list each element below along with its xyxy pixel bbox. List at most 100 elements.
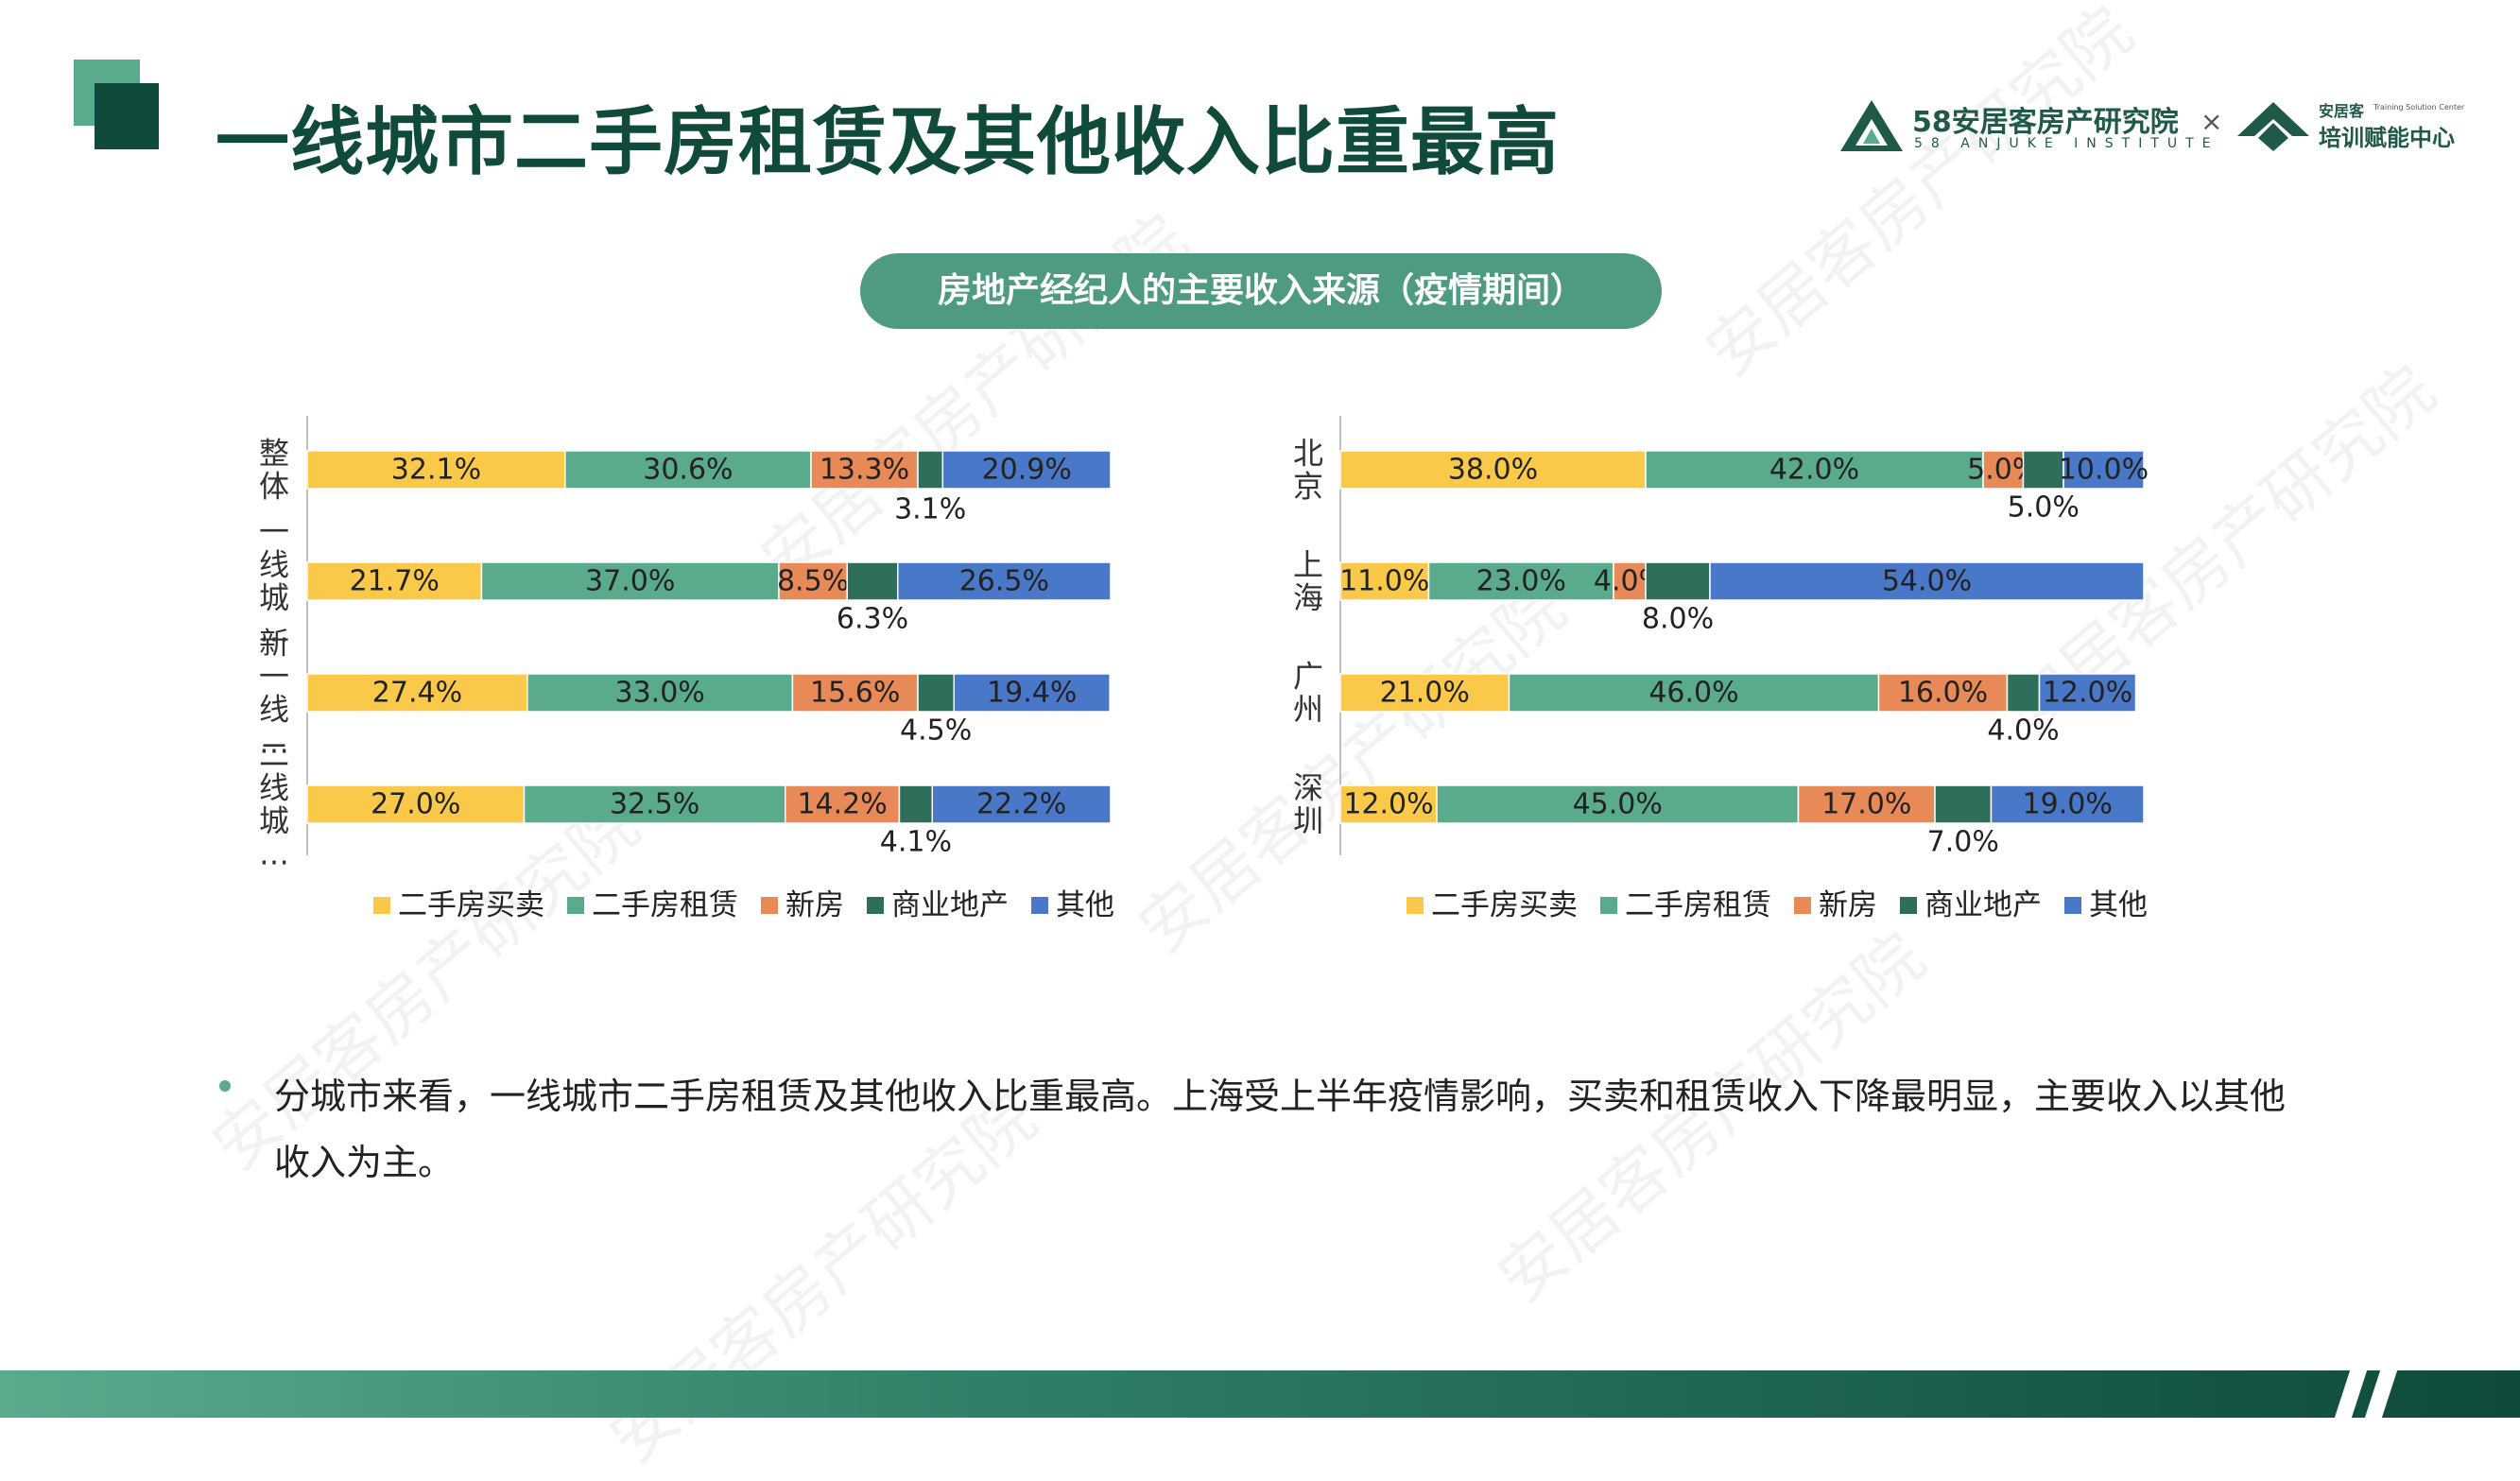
data-label: 33.0% xyxy=(614,677,704,710)
bar-segment xyxy=(564,450,812,490)
data-label: 15.6% xyxy=(810,677,900,710)
data-label: 21.7% xyxy=(350,565,440,598)
bullet-icon xyxy=(219,1080,231,1092)
legend-label: 二手房租赁 xyxy=(592,888,738,922)
data-label: 37.0% xyxy=(585,565,675,598)
legend-label: 新房 xyxy=(785,888,844,922)
legend-label: 二手房租赁 xyxy=(1625,888,1771,922)
bar-segment xyxy=(1645,450,1984,490)
data-label: 32.5% xyxy=(610,788,699,821)
bar-segment xyxy=(898,784,934,824)
bar-segment xyxy=(917,673,955,713)
legend-label: 商业地产 xyxy=(891,888,1009,922)
bar-segment xyxy=(810,450,919,490)
data-label: 45.0% xyxy=(1573,788,1663,821)
data-label: 26.5% xyxy=(959,565,1049,598)
anjuke-triangle-logo-icon xyxy=(1840,100,1903,151)
data-label: 6.3% xyxy=(837,603,908,636)
data-label: 4.1% xyxy=(880,826,952,859)
data-label: 23.0% xyxy=(1476,565,1566,598)
data-label: 11.0% xyxy=(1339,565,1429,598)
data-label: 27.0% xyxy=(371,788,460,821)
data-label: 4.0% xyxy=(1987,715,2059,748)
legend-label: 新房 xyxy=(1819,888,1877,922)
data-label: 10.0% xyxy=(2059,454,2149,487)
bar-segment xyxy=(2063,450,2145,490)
data-label: 27.4% xyxy=(372,677,462,710)
page-title: 一线城市二手房租赁及其他收入比重最高 xyxy=(216,100,1561,185)
brand-cross: × xyxy=(2201,106,2223,137)
bar-segment xyxy=(846,561,899,601)
data-label: 46.0% xyxy=(1648,677,1738,710)
legend-swatch xyxy=(1031,897,1048,914)
brand-institute-en: 58 ANJUKE INSTITUTE xyxy=(1914,136,2219,151)
bar-segment xyxy=(1436,784,1800,824)
bar-segment xyxy=(931,784,1112,824)
legend-label: 二手房买卖 xyxy=(398,888,544,922)
brand-institute-name: 58安居客房产研究院 xyxy=(1912,106,2179,139)
bar-segment xyxy=(2006,673,2041,713)
bar-segment xyxy=(306,561,483,601)
bar-segment xyxy=(1709,561,2145,601)
category-label: 广州 xyxy=(1293,659,1323,728)
stacked-bar-charts: 整体 32.1% 30.6% 13.3% 3.1% 20.9% 一线城… 21.7% 37.0%… xyxy=(259,416,2149,922)
data-label: 7.0% xyxy=(1927,826,1999,859)
title-decoration-dark xyxy=(95,83,159,149)
training-center-logo-icon xyxy=(2237,102,2309,151)
bar-segment xyxy=(2022,450,2064,490)
bar-segment xyxy=(1339,450,1647,490)
brand-training-center: 培训赋能中心 xyxy=(2319,125,2455,151)
data-label: 19.0% xyxy=(2023,788,2113,821)
category-label: 一线城… xyxy=(259,514,289,649)
legend-swatch xyxy=(1407,897,1424,914)
data-label: 5.0% xyxy=(2008,491,2080,525)
data-label: 17.0% xyxy=(1821,788,1911,821)
data-label: 16.0% xyxy=(1898,677,1988,710)
data-label: 8.0% xyxy=(1642,603,1714,636)
bar-segment xyxy=(1339,784,1438,824)
bar-segment xyxy=(897,561,1112,601)
chart-subtitle-pill: 房地产经纪人的主要收入来源（疫情期间） xyxy=(860,253,1662,329)
bar-segment xyxy=(778,561,848,601)
data-label: 38.0% xyxy=(1448,454,1538,487)
bar-segment xyxy=(1877,673,2009,713)
bar-segment xyxy=(1427,561,1614,601)
legend-label: 其他 xyxy=(1056,888,1114,922)
bar-segment xyxy=(953,673,1111,713)
data-label: 20.9% xyxy=(982,454,1072,487)
data-label: 3.1% xyxy=(894,493,966,526)
bar-segment xyxy=(785,784,901,824)
legend-label: 其他 xyxy=(2089,888,2148,922)
data-label: 32.1% xyxy=(391,454,481,487)
category-label: 二线城… xyxy=(259,737,289,872)
legend-swatch xyxy=(2064,897,2081,914)
category-label: 上海 xyxy=(1293,547,1323,616)
data-label: 12.0% xyxy=(1343,788,1433,821)
bar-segment xyxy=(1645,561,1711,601)
category-label: 北京 xyxy=(1293,436,1323,505)
data-label: 8.5% xyxy=(777,565,849,598)
data-label: 21.0% xyxy=(1380,677,1470,710)
bar-segment xyxy=(1934,784,1993,824)
brand-training-en: Training Solution Center xyxy=(2373,103,2465,112)
brand-logos: 58安居客房产研究院 58 ANJUKE INSTITUTE × 安居客 Tra… xyxy=(1838,95,2481,161)
data-label: 42.0% xyxy=(1769,454,1859,487)
bar-segment xyxy=(1613,561,1647,601)
data-label: 14.2% xyxy=(797,788,887,821)
bar-segment xyxy=(306,450,566,490)
bar-segment xyxy=(523,784,786,824)
category-label: 整体 xyxy=(259,436,289,505)
data-label: 12.0% xyxy=(2043,677,2132,710)
bar-segment xyxy=(526,673,794,713)
data-label: 13.3% xyxy=(820,454,909,487)
bar-segment xyxy=(1990,784,2145,824)
bar-segment xyxy=(306,673,528,713)
legend-label: 二手房买卖 xyxy=(1431,888,1578,922)
legend-swatch xyxy=(1900,897,1917,914)
data-label: 19.4% xyxy=(987,677,1077,710)
category-label: 深圳 xyxy=(1293,770,1323,839)
legend-swatch xyxy=(1600,897,1617,914)
bar-segment xyxy=(1508,673,1880,713)
brand-anjuke-small: 安居客 xyxy=(2319,102,2365,120)
legend-swatch xyxy=(761,897,778,914)
